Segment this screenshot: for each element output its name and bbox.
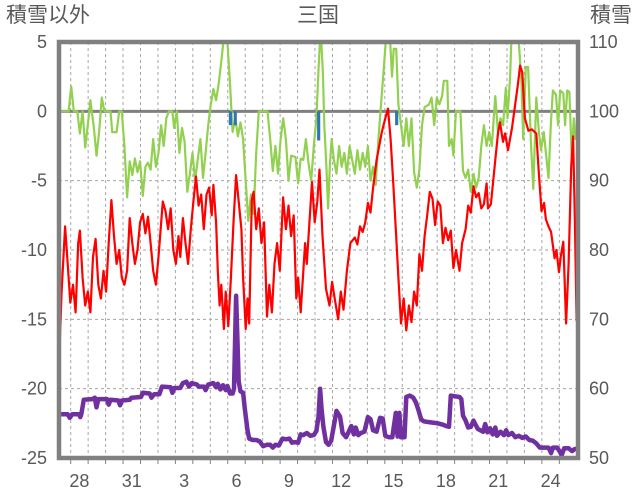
x-tick-label: 18 — [436, 471, 456, 491]
left-tick-label: -20 — [21, 379, 47, 399]
blue-bar — [395, 111, 399, 126]
right-tick-label: 80 — [589, 240, 609, 260]
left-tick-label: -5 — [31, 171, 47, 191]
left-tick-label: -25 — [21, 448, 47, 468]
x-tick-label: 21 — [488, 471, 508, 491]
x-tick-label: 24 — [541, 471, 561, 491]
left-tick-label: 5 — [37, 32, 47, 52]
x-tick-label: 9 — [284, 471, 294, 491]
plot-border — [56, 39, 581, 461]
series-red — [59, 64, 578, 366]
x-tick-label: 12 — [331, 471, 351, 491]
right-tick-label: 50 — [589, 448, 609, 468]
series-purple-snow-depth — [59, 293, 578, 458]
right-tick-label: 60 — [589, 379, 609, 399]
vertical-gridlines — [70, 42, 560, 464]
series-layer — [59, 40, 578, 458]
right-tick-label: 70 — [589, 309, 609, 329]
chart-title: 三国 — [297, 4, 339, 27]
x-tick-label: 3 — [179, 471, 189, 491]
left-tick-label: 0 — [37, 101, 47, 121]
x-axis-tick-labels: 28 31 3 6 9 12 15 18 21 24 — [69, 471, 560, 491]
blue-bar — [228, 111, 232, 126]
series-green — [59, 40, 578, 222]
right-axis-tick-labels: 110 100 90 80 70 60 50 — [589, 32, 619, 468]
blue-bar — [317, 111, 321, 141]
x-tick-label: 6 — [231, 471, 241, 491]
x-tick-label: 28 — [69, 471, 89, 491]
left-tick-label: -15 — [21, 309, 47, 329]
blue-bar — [233, 111, 237, 126]
left-tick-label: -10 — [21, 240, 47, 260]
right-tick-label: 90 — [589, 171, 609, 191]
left-axis-tick-labels: 5 0 -5 -10 -15 -20 -25 — [21, 32, 47, 468]
series-blue-bars — [228, 111, 399, 141]
right-axis-title: 積雪 — [590, 4, 632, 27]
right-tick-label: 110 — [589, 32, 618, 52]
left-axis-title: 積雪以外 — [6, 4, 90, 27]
right-tick-label: 100 — [589, 101, 619, 121]
x-tick-label: 31 — [122, 471, 142, 491]
x-tick-label: 15 — [384, 471, 404, 491]
